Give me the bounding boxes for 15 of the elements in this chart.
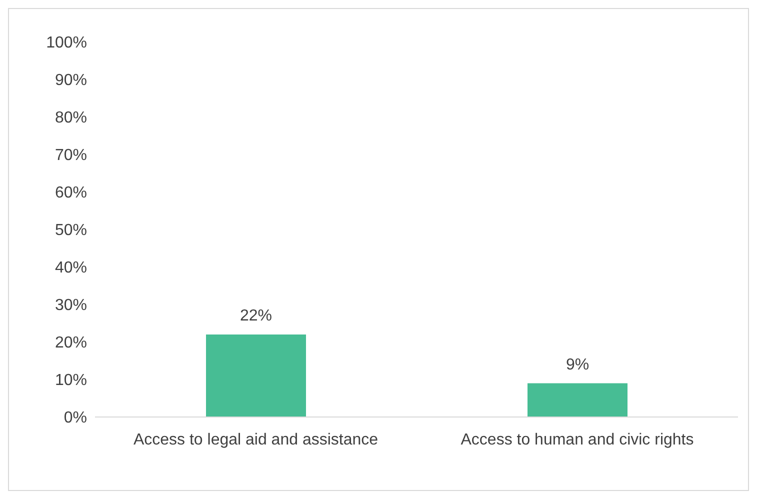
y-tick-label: 50% bbox=[54, 222, 87, 240]
y-tick-label: 30% bbox=[54, 297, 87, 314]
y-tick-label: 90% bbox=[54, 72, 87, 90]
x-tick-label: Access to legal aid and assistance bbox=[133, 431, 378, 448]
y-tick-label: 100% bbox=[46, 34, 87, 52]
y-tick-label: 40% bbox=[54, 260, 87, 277]
data-label: 9% bbox=[566, 356, 590, 374]
y-tick-label: 20% bbox=[54, 334, 87, 352]
y-tick-label: 70% bbox=[54, 147, 87, 164]
y-tick-label: 80% bbox=[54, 110, 87, 127]
y-tick-label: 60% bbox=[54, 184, 87, 202]
data-label: 22% bbox=[240, 308, 272, 324]
y-tick-label: 0% bbox=[64, 410, 87, 427]
y-tick-label: 10% bbox=[54, 372, 87, 390]
x-tick-label: Access to human and civic rights bbox=[460, 431, 694, 448]
